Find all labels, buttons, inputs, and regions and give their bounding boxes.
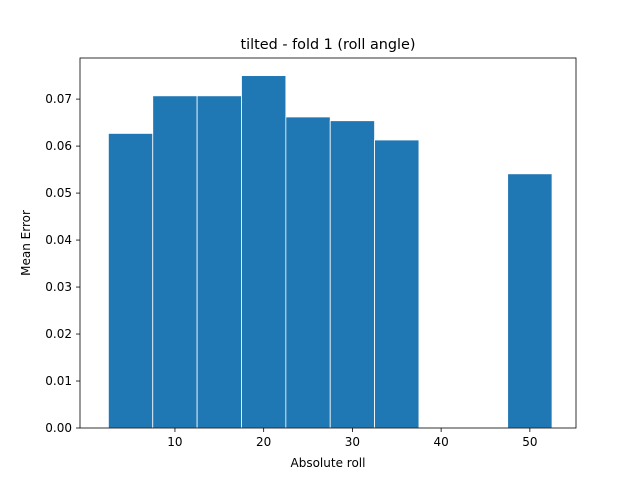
bar — [507, 173, 553, 429]
y-tick-label: 0.06 — [45, 139, 72, 153]
x-axis-ticks: 10 20 30 40 50 — [167, 428, 538, 449]
bars-group — [107, 75, 553, 429]
chart-title: tilted - fold 1 (roll angle) — [240, 37, 415, 53]
y-tick-label: 0.07 — [45, 92, 72, 106]
bar — [374, 139, 420, 429]
bar — [241, 75, 287, 429]
y-axis-label: Mean Error — [19, 210, 33, 276]
x-axis-label: Absolute roll — [291, 456, 366, 470]
bar — [329, 120, 375, 429]
y-tick-label: 0.05 — [45, 186, 72, 200]
y-axis-ticks: 0.00 0.01 0.02 0.03 0.04 0.05 0.06 0.07 — [45, 92, 80, 435]
y-tick-label: 0.01 — [45, 374, 72, 388]
y-tick-label: 0.04 — [45, 233, 72, 247]
x-tick-label: 10 — [167, 435, 182, 449]
plot-area-frame — [79, 57, 577, 429]
y-tick-label: 0.02 — [45, 327, 72, 341]
y-tick-label: 0.03 — [45, 280, 72, 294]
bar — [285, 116, 331, 429]
bar — [152, 95, 198, 429]
x-tick-label: 40 — [433, 435, 448, 449]
x-tick-label: 20 — [256, 435, 271, 449]
x-tick-label: 50 — [522, 435, 537, 449]
y-tick-label: 0.00 — [45, 421, 72, 435]
x-tick-label: 30 — [345, 435, 360, 449]
bar — [107, 133, 154, 429]
bar — [196, 95, 242, 429]
